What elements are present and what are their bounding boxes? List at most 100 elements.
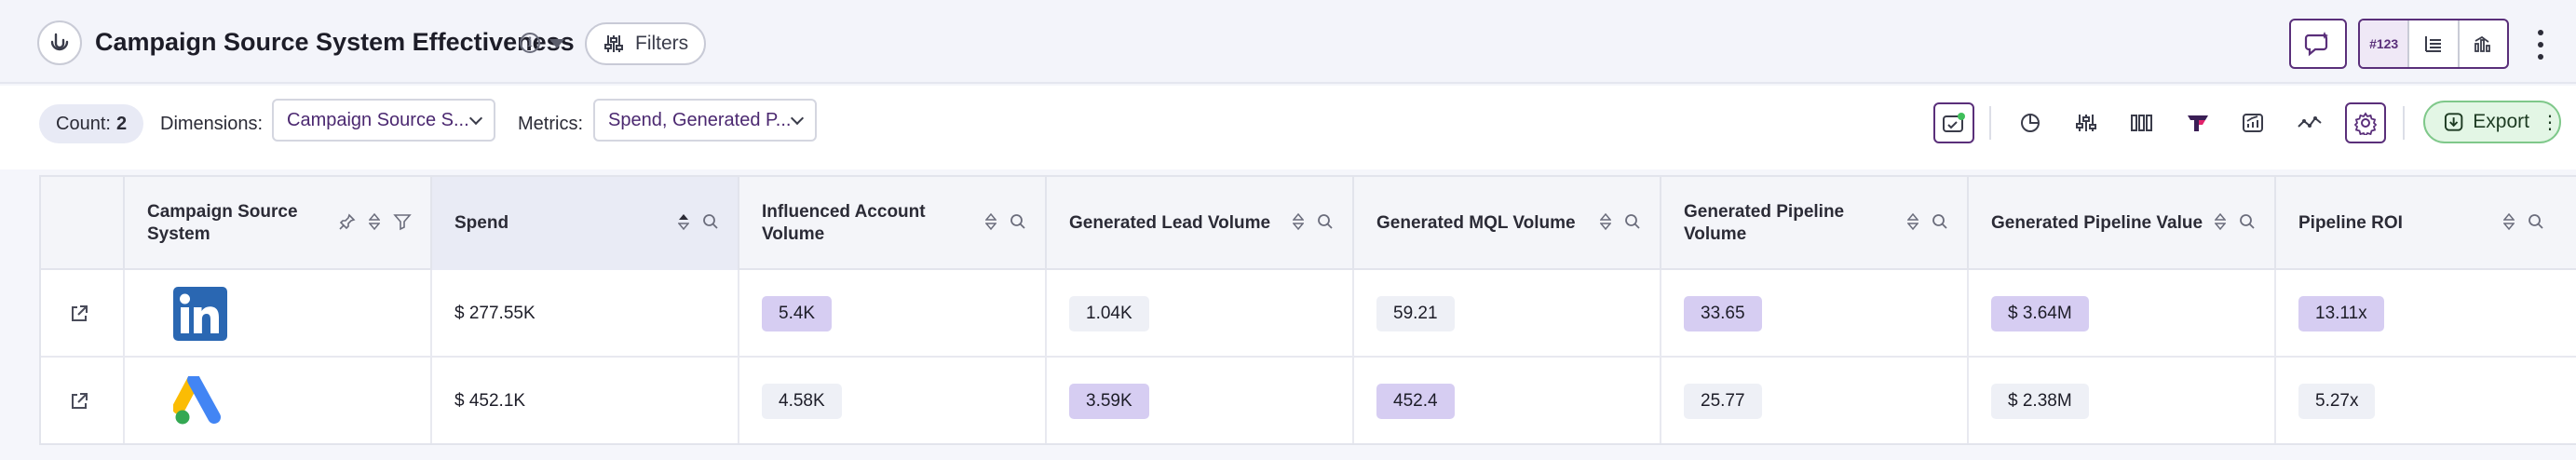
table-view-button[interactable] [2409, 20, 2460, 67]
pin-icon[interactable] [339, 213, 356, 230]
report-toolbar: Count: 2 Dimensions: Campaign Source S..… [0, 86, 2576, 169]
filters-button[interactable]: Filters [585, 22, 706, 65]
export-button[interactable]: Export ⋮ [2423, 101, 2561, 143]
chat-sparkle-icon [2304, 32, 2328, 57]
columns-icon [2131, 115, 2152, 131]
column-header-generated-pipeline-value[interactable]: Generated Pipeline Value [1969, 177, 2276, 270]
campaign-source-cell [125, 358, 432, 443]
search-icon[interactable] [1624, 213, 1641, 230]
sort-desc-icon[interactable] [678, 212, 689, 231]
sliders-icon [2076, 115, 2096, 131]
count-value: 2 [115, 113, 128, 134]
metric-chip: $ 2.38M [1991, 384, 2089, 419]
sort-icon[interactable] [369, 212, 380, 231]
influenced-account-volume-cell: 5.4K [739, 270, 1047, 358]
column-header-campaign-source-system[interactable]: Campaign Source System [125, 177, 432, 270]
table-row[interactable]: $ 452.1K 4.58K 3.59K 452.4 25.77 $ 2.38M… [41, 358, 2576, 443]
column-header-generated-lead-volume[interactable]: Generated Lead Volume [1047, 177, 1354, 270]
column-header-spend[interactable]: Spend [432, 177, 739, 270]
more-options-icon: ⋮ [2541, 112, 2559, 133]
metric-chip: 5.4K [762, 296, 833, 331]
open-external-icon[interactable] [69, 304, 89, 324]
metric-chip: 59.21 [1376, 296, 1455, 331]
search-icon[interactable] [702, 213, 719, 230]
dimensions-value: Campaign Source S... [287, 109, 469, 130]
sort-icon[interactable] [1600, 212, 1611, 231]
gear-icon [2353, 112, 2378, 135]
metrics-label: Metrics: [518, 114, 583, 134]
settings-button[interactable] [2345, 102, 2386, 143]
column-header-influenced-account-volume[interactable]: Influenced Account Volume [739, 177, 1047, 270]
chevron-down-icon[interactable] [549, 39, 564, 48]
table-header: Campaign Source System Spend Influenced … [41, 177, 2576, 270]
ai-chat-button[interactable] [2289, 19, 2347, 69]
sort-icon[interactable] [1293, 212, 1304, 231]
chevron-down-icon [468, 111, 483, 126]
linkedin-logo-icon [173, 287, 227, 341]
brand-logo-icon [2188, 115, 2208, 131]
row-actions-cell [41, 270, 125, 358]
info-icon[interactable]: i [520, 33, 540, 53]
search-icon[interactable] [1317, 213, 1334, 230]
columns-button[interactable] [2122, 102, 2162, 143]
spend-cell: $ 277.55K [432, 270, 739, 358]
column-header-generated-mql-volume[interactable]: Generated MQL Volume [1354, 177, 1661, 270]
sliders-icon [604, 35, 623, 52]
adjust-button[interactable] [2066, 102, 2107, 143]
trend-line-button[interactable] [2289, 102, 2330, 143]
metric-chip: $ 3.64M [1991, 296, 2089, 331]
pie-chart-icon [2021, 114, 2040, 132]
sort-icon[interactable] [2503, 212, 2515, 231]
dimensions-select[interactable]: Campaign Source S... [272, 99, 495, 142]
table-row[interactable]: $ 277.55K 5.4K 1.04K 59.21 33.65 $ 3.64M… [41, 270, 2576, 358]
pipeline-roi-cell: 13.11x [2276, 270, 2576, 358]
table-icon [2424, 36, 2441, 52]
metric-chip: 4.58K [762, 384, 842, 419]
search-icon[interactable] [1010, 213, 1026, 230]
search-icon[interactable] [2528, 213, 2544, 230]
brand-integration-button[interactable] [2177, 102, 2218, 143]
chart-view-button[interactable] [2460, 20, 2507, 67]
data-table: Campaign Source System Spend Influenced … [39, 175, 2576, 445]
filter-icon[interactable] [393, 212, 412, 231]
sort-icon[interactable] [2215, 212, 2226, 231]
open-external-icon[interactable] [69, 391, 89, 412]
spend-cell: $ 452.1K [432, 358, 739, 443]
metric-chip: 25.77 [1684, 384, 1762, 419]
report-logo-icon[interactable] [37, 20, 82, 65]
generated-lead-volume-cell: 3.59K [1047, 358, 1354, 443]
search-icon[interactable] [2239, 213, 2256, 230]
spend-value: $ 277.55K [454, 304, 536, 323]
combo-chart-button[interactable] [2233, 102, 2274, 143]
toolbar-divider [2403, 106, 2405, 140]
column-header-pipeline-roi[interactable]: Pipeline ROI [2276, 177, 2576, 270]
number-view-button[interactable]: #123 [2360, 20, 2410, 67]
row-actions-cell [41, 358, 125, 443]
page-title: Campaign Source System Effectiveness [95, 28, 575, 56]
toolbar-divider [1989, 106, 1991, 140]
more-options-icon[interactable] [2531, 24, 2550, 65]
generated-pipeline-value-cell: $ 2.38M [1969, 358, 2276, 443]
metrics-select[interactable]: Spend, Generated P... [593, 99, 817, 142]
generated-mql-volume-cell: 59.21 [1354, 270, 1661, 358]
download-icon [2444, 113, 2463, 131]
metric-chip: 452.4 [1376, 384, 1455, 419]
campaign-source-cell [125, 270, 432, 358]
export-label: Export [2473, 111, 2529, 132]
count-label: Count: [56, 113, 111, 134]
filters-label: Filters [635, 33, 689, 54]
pipeline-roi-cell: 5.27x [2276, 358, 2576, 443]
column-header-generated-pipeline-volume[interactable]: Generated Pipeline Volume [1661, 177, 1969, 270]
scheduled-report-button[interactable] [1933, 102, 1974, 143]
pie-chart-button[interactable] [2010, 102, 2051, 143]
generated-pipeline-volume-cell: 33.65 [1661, 270, 1969, 358]
metric-chip: 13.11x [2298, 296, 2384, 331]
search-icon[interactable] [1932, 213, 1948, 230]
combo-chart-icon [2243, 114, 2263, 132]
metric-chip: 3.59K [1069, 384, 1149, 419]
sort-icon[interactable] [1907, 212, 1918, 231]
sort-icon[interactable] [985, 212, 997, 231]
count-badge: Count: 2 [39, 104, 144, 143]
metric-chip: 1.04K [1069, 296, 1149, 331]
